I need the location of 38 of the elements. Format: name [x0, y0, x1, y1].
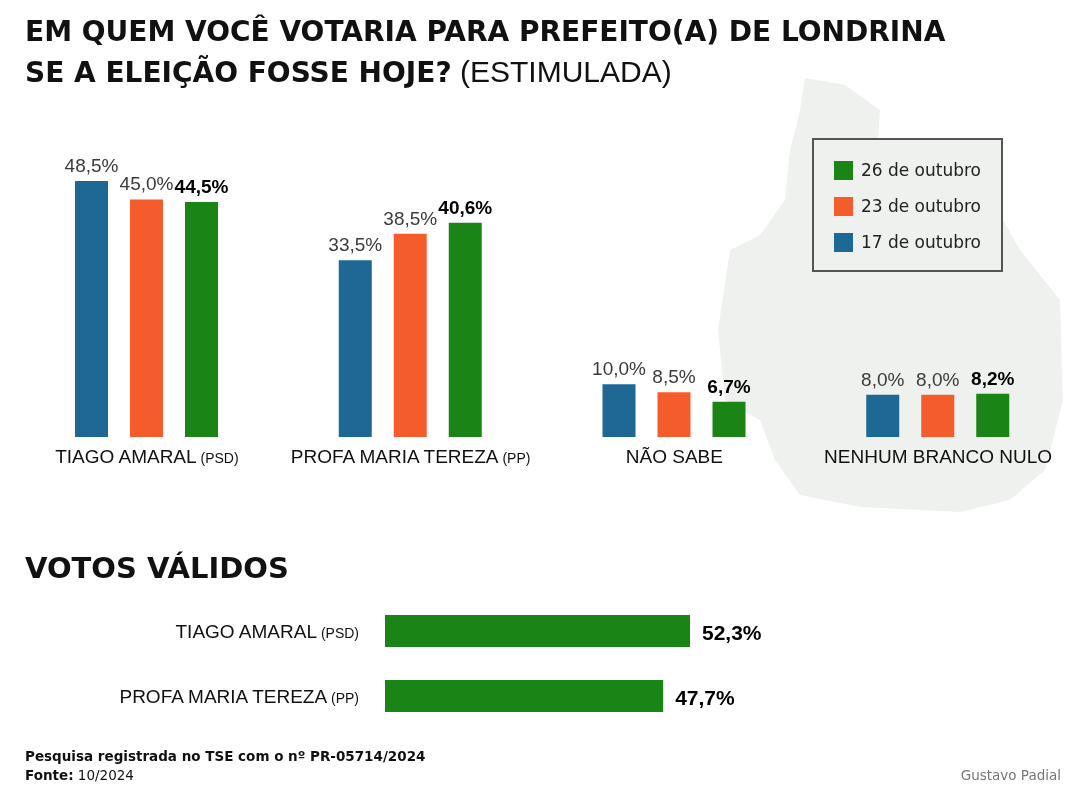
text: Pesquisa registrada no TSE com o nº PR-05714/2024: [25, 748, 426, 764]
data-label: 8,2%: [971, 367, 1015, 389]
legend-label: 26 de outubro: [860, 160, 981, 180]
data-label: 44,5%: [174, 176, 229, 198]
data-label: 48,5%: [64, 155, 119, 176]
data-label: 38,5%: [383, 207, 438, 229]
data-label: 8,0%: [861, 368, 905, 390]
bar: [657, 392, 691, 437]
text: Gustavo Padial: [960, 766, 1061, 785]
bar: [130, 199, 163, 437]
data-label: 52,3%: [702, 621, 762, 644]
x-tick-label: PROFA MARIA TEREZA (PP): [290, 446, 531, 467]
chart-title: VOTOS VÁLIDOS: [25, 551, 289, 585]
legend-label: 23 de outubro: [860, 196, 981, 216]
bar: [338, 260, 372, 437]
data-label: 8,5%: [652, 366, 696, 388]
chart-subtitle: (ESTIMULADA): [460, 55, 672, 88]
data-label: 45,0%: [119, 173, 174, 195]
data-label: 8,0%: [916, 368, 960, 390]
x-tick-label: NÃO SABE: [625, 446, 723, 467]
bar: [866, 394, 900, 437]
data-label: 33,5%: [328, 234, 383, 256]
legend-label: 17 de outubro: [860, 232, 981, 252]
data-label: 40,6%: [438, 196, 493, 218]
bar: [921, 394, 955, 437]
data-label: 47,7%: [675, 686, 736, 709]
bar: [75, 181, 108, 437]
bar: [976, 393, 1010, 437]
bar: [393, 233, 427, 437]
data-label: 6,7%: [707, 375, 751, 397]
bar: [448, 222, 482, 437]
bar: [185, 202, 218, 437]
data-label: 10,0%: [592, 358, 647, 380]
bar: [602, 384, 636, 437]
bar: [712, 401, 746, 437]
x-tick-label: NENHUM BRANCO NULO: [824, 446, 1053, 467]
source-note: Fonte: 10/2024: [25, 767, 134, 783]
x-tick-label: TIAGO AMARAL (PSD): [55, 446, 239, 467]
